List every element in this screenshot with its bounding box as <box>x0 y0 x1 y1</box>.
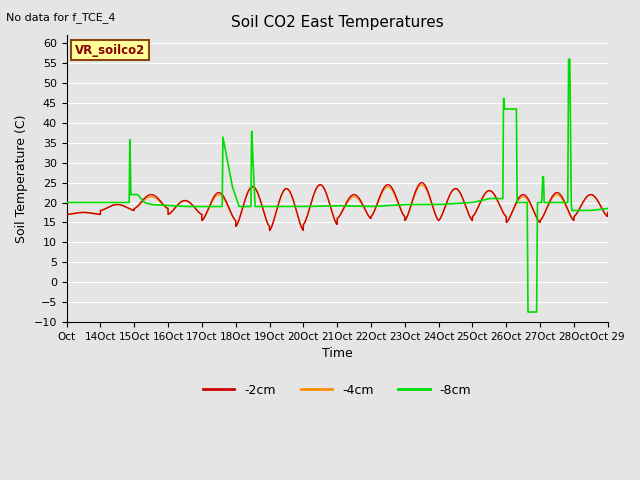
Legend: -2cm, -4cm, -8cm: -2cm, -4cm, -8cm <box>198 379 476 402</box>
X-axis label: Time: Time <box>322 347 353 360</box>
Y-axis label: Soil Temperature (C): Soil Temperature (C) <box>15 114 28 243</box>
Text: No data for f_TCE_4: No data for f_TCE_4 <box>6 12 116 23</box>
Text: VR_soilco2: VR_soilco2 <box>75 44 145 57</box>
Title: Soil CO2 East Temperatures: Soil CO2 East Temperatures <box>231 15 444 30</box>
